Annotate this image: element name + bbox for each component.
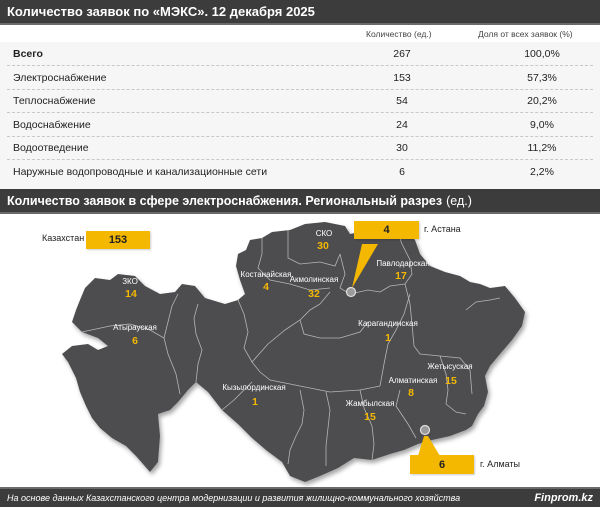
region-value: 1 xyxy=(385,332,391,344)
total-value: 153 xyxy=(108,234,128,246)
region-name: Кызылординская xyxy=(222,383,286,392)
astana-marker xyxy=(345,286,357,298)
kazakhstan-map: Казахстан 153 4 г. Астана 6 г. Алматы ЗК… xyxy=(0,214,600,487)
row-share: 9,0% xyxy=(530,119,554,131)
region-value: 17 xyxy=(395,270,407,282)
region-name: Атырауская xyxy=(113,323,157,332)
table-row: Электроснабжение 153 57,3% xyxy=(7,66,593,90)
row-label: Наружные водопроводные и канализационные… xyxy=(13,166,268,178)
row-count: 30 xyxy=(396,142,408,154)
region-name: Павлодарская xyxy=(376,259,430,268)
region-name: Акмолинская xyxy=(289,275,339,284)
footer: На основе данных Казахстанского центра м… xyxy=(0,487,600,507)
requests-table: Количество (ед.) Доля от всех заявок (%)… xyxy=(0,25,600,189)
row-share: 20,2% xyxy=(527,95,557,107)
row-label: Всего xyxy=(13,48,43,60)
page-title-text: Количество заявок по «МЭКС». 12 декабря … xyxy=(7,4,315,19)
row-label: Теплоснабжение xyxy=(13,95,96,107)
row-count: 267 xyxy=(393,48,411,60)
region-value: 4 xyxy=(263,281,269,293)
row-count: 54 xyxy=(396,95,408,107)
astana-label: г. Астана xyxy=(424,224,461,234)
source-note: На основе данных Казахстанского центра м… xyxy=(7,493,461,503)
table-header: Количество (ед.) Доля от всех заявок (%) xyxy=(0,25,600,42)
region-name: Карагандинская xyxy=(358,319,418,328)
region-value: 6 xyxy=(132,335,138,347)
region-value: 30 xyxy=(317,240,329,252)
region-value: 1 xyxy=(252,396,258,408)
row-count: 24 xyxy=(396,119,408,131)
total-label: Казахстан xyxy=(42,233,85,243)
map-shape xyxy=(62,222,525,482)
row-label: Водоснабжение xyxy=(13,119,91,131)
page-title: Количество заявок по «МЭКС». 12 декабря … xyxy=(0,0,600,25)
almaty-callout-pointer xyxy=(418,436,440,456)
brand-logo: Finprom.kz xyxy=(534,492,593,504)
almaty-value: 6 xyxy=(438,458,446,471)
almaty-value-box: 6 xyxy=(410,455,474,474)
region-name: СКО xyxy=(315,229,333,238)
table-row: Водоотведение 30 11,2% xyxy=(7,136,593,160)
region-name: Алматинская xyxy=(388,376,438,385)
row-label: Электроснабжение xyxy=(13,72,107,84)
table-row: Всего 267 100,0% xyxy=(7,42,593,66)
almaty-label: г. Алматы xyxy=(480,459,521,469)
row-share: 11,2% xyxy=(527,142,557,154)
total-value-box: 153 xyxy=(86,231,150,249)
region-value: 15 xyxy=(364,411,376,423)
astana-value-box: 4 xyxy=(354,221,419,239)
table-row: Теплоснабжение 54 20,2% xyxy=(7,89,593,113)
region-value: 14 xyxy=(125,288,137,300)
region-value: 32 xyxy=(308,288,320,300)
almaty-marker xyxy=(419,424,431,436)
region-value: 15 xyxy=(445,375,457,387)
col-share-header: Доля от всех заявок (%) xyxy=(478,29,573,39)
astana-value: 4 xyxy=(383,224,390,236)
section-unit: (ед.) xyxy=(446,193,472,208)
astana-callout-pointer xyxy=(352,244,378,288)
row-count: 153 xyxy=(393,72,411,84)
row-share: 57,3% xyxy=(527,72,557,84)
region-name: Жетысуская xyxy=(427,362,473,371)
section-title-text: Количество заявок в сфере электроснабжен… xyxy=(7,193,443,208)
row-label: Водоотведение xyxy=(13,142,89,154)
row-count: 6 xyxy=(399,166,405,178)
table-row: Водоснабжение 24 9,0% xyxy=(7,113,593,137)
region-value: 8 xyxy=(408,387,414,399)
region-name: ЗКО xyxy=(122,277,138,286)
table-row: Наружные водопроводные и канализационные… xyxy=(7,160,593,184)
region-name: Жамбылская xyxy=(345,399,395,408)
row-share: 100,0% xyxy=(524,48,560,60)
row-share: 2,2% xyxy=(530,166,554,178)
col-count-header: Количество (ед.) xyxy=(366,29,432,39)
section-title: Количество заявок в сфере электроснабжен… xyxy=(0,189,600,214)
region-name: Костанайская xyxy=(240,270,292,279)
